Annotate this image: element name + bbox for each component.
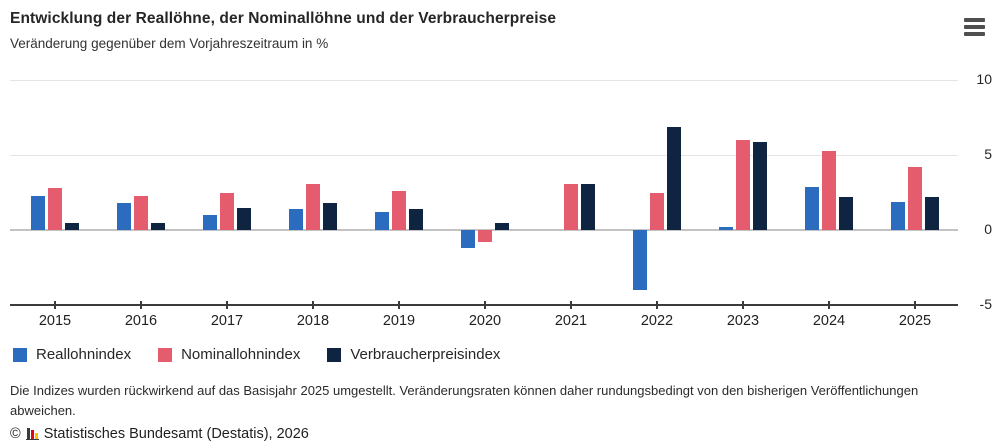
bar-verbraucherpreisindex-2019[interactable] <box>409 209 423 230</box>
x-axis-label-2015: 2015 <box>38 313 72 329</box>
x-axis-tick <box>54 301 56 309</box>
x-axis-tick <box>828 301 830 309</box>
bar-verbraucherpreisindex-2025[interactable] <box>925 197 939 230</box>
bar-verbraucherpreisindex-2023[interactable] <box>753 141 767 230</box>
legend-item-reallohnindex[interactable]: Reallohnindex <box>13 346 131 363</box>
x-axis-tick <box>484 301 486 309</box>
chart-legend: Reallohnindex Nominallohnindex Verbraucher… <box>13 346 500 363</box>
x-axis-tick <box>570 301 572 309</box>
bar-nominallohnindex-2020[interactable] <box>478 230 492 242</box>
bar-nominallohnindex-2018[interactable] <box>306 183 320 230</box>
bar-verbraucherpreisindex-2017[interactable] <box>237 207 251 230</box>
chart-footnote: Die Indizes wurden rückwirkend auf das B… <box>10 383 919 418</box>
bar-reallohnindex-2019[interactable] <box>375 212 389 230</box>
bar-reallohnindex-2020[interactable] <box>461 230 475 248</box>
bar-reallohnindex-2023[interactable] <box>719 227 733 230</box>
bar-verbraucherpreisindex-2022[interactable] <box>667 126 681 230</box>
legend-label: Verbraucherpreisindex <box>350 346 501 363</box>
bar-nominallohnindex-2022[interactable] <box>650 192 664 230</box>
x-axis-label-2019: 2019 <box>382 313 416 329</box>
bar-reallohnindex-2025[interactable] <box>891 201 905 230</box>
chart-subtitle: Veränderung gegenüber dem Vorjahreszeitr… <box>10 36 329 51</box>
copyright-symbol: © <box>10 426 21 442</box>
x-axis-label-2022: 2022 <box>640 313 674 329</box>
x-axis-tick <box>226 301 228 309</box>
x-axis-tick <box>656 301 658 309</box>
chart-title: Entwicklung der Reallöhne, der Nominallö… <box>10 10 557 27</box>
bar-nominallohnindex-2017[interactable] <box>220 192 234 230</box>
legend-swatch-icon <box>158 347 173 362</box>
source-line: © Statistisches Bundesamt (Destatis), 20… <box>10 426 309 442</box>
bar-reallohnindex-2015[interactable] <box>31 195 45 230</box>
bar-verbraucherpreisindex-2024[interactable] <box>839 197 853 230</box>
bar-nominallohnindex-2016[interactable] <box>134 195 148 230</box>
y-gridline <box>10 80 958 81</box>
x-axis-label-2018: 2018 <box>296 313 330 329</box>
legend-swatch-icon <box>13 347 27 362</box>
bar-nominallohnindex-2015[interactable] <box>48 188 62 230</box>
y-axis-tick-label: 0 <box>984 221 992 237</box>
bar-reallohnindex-2024[interactable] <box>805 186 819 230</box>
bar-nominallohnindex-2025[interactable] <box>908 167 922 230</box>
x-axis-label-2016: 2016 <box>124 313 158 329</box>
bar-reallohnindex-2017[interactable] <box>203 215 217 230</box>
bar-nominallohnindex-2024[interactable] <box>822 150 836 230</box>
x-axis-label-2017: 2017 <box>210 313 244 329</box>
legend-label: Reallohnindex <box>36 346 132 363</box>
hamburger-menu-icon[interactable] <box>964 15 988 39</box>
bar-nominallohnindex-2021[interactable] <box>564 183 578 230</box>
x-axis-label-2023: 2023 <box>726 313 760 329</box>
bar-reallohnindex-2022[interactable] <box>633 230 647 290</box>
bar-reallohnindex-2016[interactable] <box>117 203 131 230</box>
source-text: Statistisches Bundesamt (Destatis), 2026 <box>43 426 309 442</box>
legend-item-nominallohnindex[interactable]: Nominallohnindex <box>158 346 300 363</box>
bar-nominallohnindex-2019[interactable] <box>392 191 406 230</box>
x-axis-label-2020: 2020 <box>468 313 502 329</box>
x-axis-tick <box>312 301 314 309</box>
x-axis-label-2024: 2024 <box>812 313 846 329</box>
legend-swatch-icon <box>327 347 342 362</box>
bar-verbraucherpreisindex-2020[interactable] <box>495 222 509 230</box>
bar-reallohnindex-2018[interactable] <box>289 209 303 230</box>
bar-verbraucherpreisindex-2021[interactable] <box>581 183 595 230</box>
destatis-logo-icon <box>25 428 39 440</box>
legend-item-verbraucherpreisindex[interactable]: Verbraucherpreisindex <box>327 346 500 363</box>
bar-verbraucherpreisindex-2015[interactable] <box>65 222 79 230</box>
bar-verbraucherpreisindex-2016[interactable] <box>151 222 165 230</box>
y-axis-tick-label: 5 <box>984 146 992 162</box>
x-axis-tick <box>742 301 744 309</box>
x-axis-label-2021: 2021 <box>554 313 588 329</box>
x-axis-tick <box>140 301 142 309</box>
bar-nominallohnindex-2023[interactable] <box>736 140 750 230</box>
y-axis-tick-label: 10 <box>976 71 992 87</box>
y-gridline <box>10 155 958 156</box>
x-axis-tick <box>398 301 400 309</box>
x-axis-tick <box>914 301 916 309</box>
x-axis-label-2025: 2025 <box>898 313 932 329</box>
bar-verbraucherpreisindex-2018[interactable] <box>323 203 337 230</box>
legend-label: Nominallohnindex <box>181 346 301 363</box>
y-axis-tick-label: -5 <box>979 296 992 312</box>
